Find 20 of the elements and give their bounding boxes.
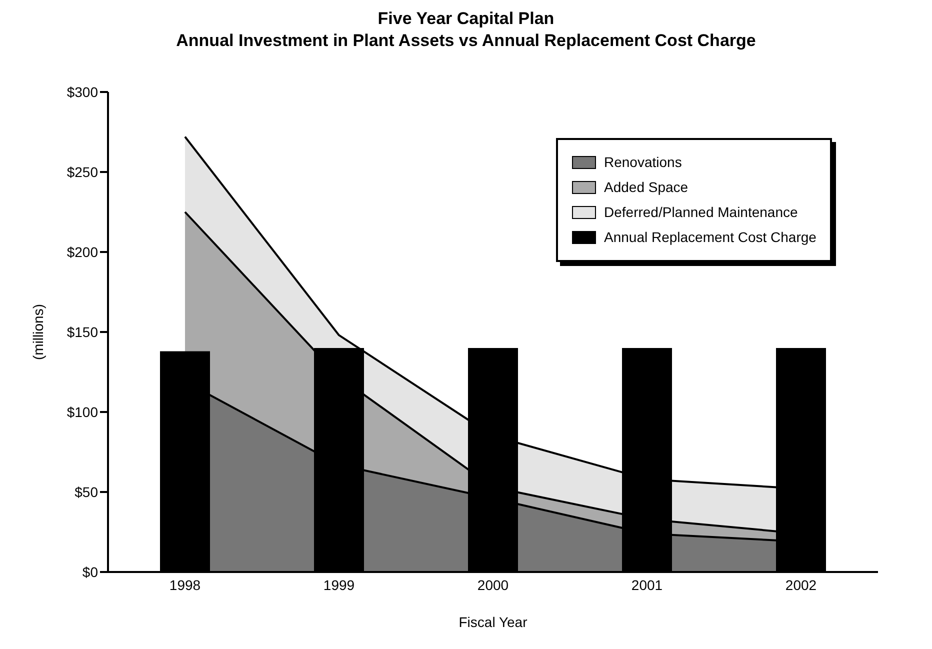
x-tick-label: 1998 [169,576,201,593]
legend-label: Renovations [604,153,682,172]
y-tick-label: $150 [66,324,98,340]
legend-label: Added Space [604,178,688,197]
y-axis-title: (millions) [30,304,46,360]
y-tick-label: $300 [66,84,98,100]
legend-label: Annual Replacement Cost Charge [604,228,816,247]
x-tick-label: 2000 [477,576,509,593]
chart-subtitle: Annual Investment in Plant Assets vs Annual Replacement Cost Charge [175,30,757,52]
x-tick-label: 1999 [323,576,355,593]
x-axis-title: Fiscal Year [458,614,528,630]
y-tick-label: $0 [82,564,98,580]
x-tick-label: 2002 [785,576,817,593]
y-tick-label: $100 [66,404,98,420]
y-tick-label: $250 [66,164,98,180]
y-tick-label: $50 [74,484,98,500]
legend-label: Deferred/Planned Maintenance [604,203,798,222]
chart-title: Five Year Capital Plan [376,8,556,30]
y-tick-label: $200 [66,244,98,260]
x-tick-label: 2001 [631,576,663,593]
